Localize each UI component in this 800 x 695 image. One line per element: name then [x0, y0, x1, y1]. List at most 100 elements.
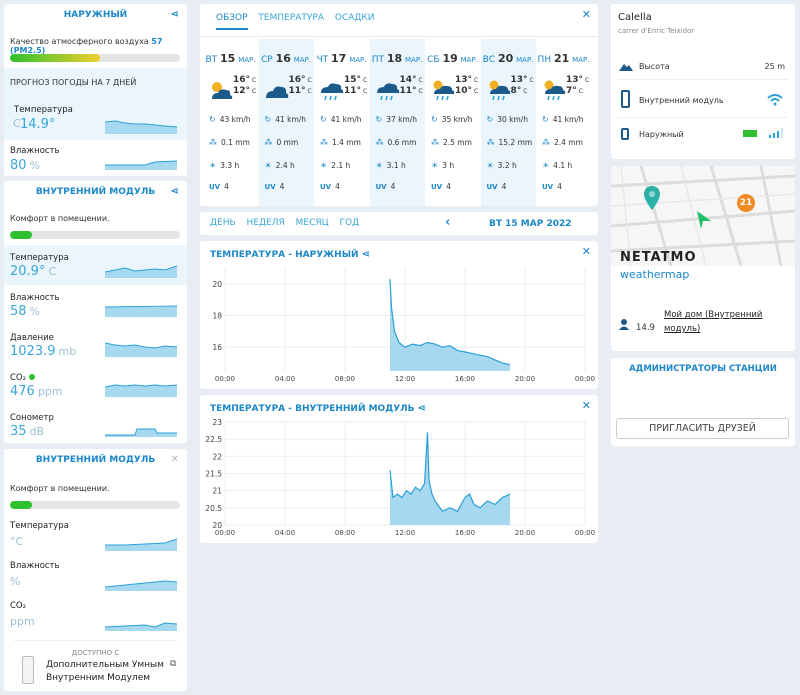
my-home-link[interactable]: Мой дом (Внутренний модуль)	[664, 310, 763, 334]
forecast-day[interactable]: ВС 20 МАР. 13° C 8° C ↻ 30 km/h ⁂ 15.2 mm ☀ 3.2 …	[480, 39, 536, 206]
close-icon[interactable]: ✕	[581, 399, 591, 412]
uv-index: UV 4	[375, 182, 396, 191]
indoor-temp-sparkline	[105, 265, 177, 278]
comfort-label-2: Комфорт в помещении.	[10, 484, 110, 493]
tab-temperature[interactable]: ТЕМПЕРАТУРА	[258, 13, 324, 23]
outdoor-hum-label: Влажность	[10, 146, 60, 156]
forecast-day[interactable]: ПН 21 МАР. 13° C 7° C ↻ 41 km/h ⁂ 2.4 mm ☀ 4.1 h…	[536, 39, 591, 206]
temp-range: 13° C 8° C	[510, 75, 534, 96]
share-icon[interactable]: ⋖	[417, 403, 427, 414]
weather-rain-icon	[376, 83, 399, 101]
indoor-co2-label: CO₂	[10, 373, 27, 383]
divider	[618, 117, 788, 118]
rain-icon: ⁂	[431, 138, 439, 147]
wind-icon: ↻	[264, 115, 272, 124]
indoor-noise-row[interactable]: Сонометр 35 dB	[4, 405, 187, 443]
indoor-pressure-unit: mb	[58, 345, 77, 358]
outdoor-temp-row[interactable]: Температура 14.9° C	[4, 104, 187, 140]
x-tick-label: 08:00	[335, 529, 355, 537]
indoor2-hum-sparkline	[105, 580, 177, 591]
period-day[interactable]: ДЕНЬ	[210, 218, 236, 228]
x-tick-label: 20:00	[515, 375, 535, 383]
outdoor-temp-chart: 00:00 04:00 08:00 12:00 16:00 20:00 00:00 16 18 2…	[212, 268, 595, 383]
admins-title: АДМИНИСТРАТОРЫ СТАНЦИИ	[629, 364, 777, 374]
forecast-day[interactable]: СР 16 МАР. 16° C 11° C ↻ 41 km/h ⁂ 0 mm ☀ 2.4 h U…	[258, 39, 314, 206]
indoor2-co2-sparkline	[105, 622, 177, 631]
air-quality-unit: (PM2.5)	[10, 46, 46, 55]
outdoor-title: НАРУЖНЫЙ ⋖	[63, 9, 179, 20]
indoor-co2-row[interactable]: CO₂ 476 ppm	[4, 365, 187, 405]
temperature-marker[interactable]: 21	[737, 194, 755, 212]
indoor-hum-sparkline	[105, 305, 177, 317]
invite-friends-button[interactable]: ПРИГЛАСИТЬ ДРУЗЕЙ	[616, 418, 789, 439]
co2-status-dot	[29, 374, 35, 380]
series-area	[390, 432, 510, 525]
period-month[interactable]: МЕСЯЦ	[295, 218, 329, 228]
share-icon[interactable]: ⋖	[361, 249, 371, 260]
period-year[interactable]: ГОД	[339, 218, 360, 228]
indoor-noise-label: Сонометр	[10, 413, 54, 423]
period-week[interactable]: НЕДЕЛЯ	[246, 218, 285, 228]
indoor2-temp-row[interactable]: Температура °C	[4, 517, 187, 557]
air-quality-bar	[10, 54, 180, 62]
air-quality-label: Качество атмосферного воздуха	[10, 37, 149, 46]
y-tick-label: 21	[212, 487, 222, 496]
outdoor-temp-label: Температура	[14, 105, 73, 115]
prev-arrow-icon[interactable]: ‹	[445, 215, 451, 230]
indoor2-hum-row[interactable]: Влажность %	[4, 557, 187, 597]
indoor-title: ВНУТРЕННИЙ МОДУЛЬ ⋖	[35, 186, 179, 197]
y-tick-label: 20.5	[205, 504, 222, 513]
netatmo-logo: NETATMO	[620, 250, 697, 265]
outdoor-temp-unit: C	[13, 117, 21, 130]
wind: ↻ 35 km/h	[431, 115, 473, 124]
day-label: СР 16 МАР.	[260, 52, 312, 65]
external-link-icon[interactable]: ⧉	[170, 659, 177, 669]
rain: ⁂ 2.5 mm	[431, 138, 472, 147]
indoor-temp-label: Температура	[10, 253, 69, 263]
location-arrow-icon	[697, 211, 711, 229]
indoor-module-card: ВНУТРЕННИЙ МОДУЛЬ ⋖ Комфорт в помещении. …	[4, 181, 187, 443]
outdoor-temp-chart-card: ТЕМПЕРАТУРА - НАРУЖНЫЙ ⋖ ✕ 00:00 04:00 08:…	[200, 241, 598, 389]
wind: ↻ 41 km/h	[264, 115, 307, 124]
indoor2-title: ВНУТРЕННИЙ МОДУЛЬ ✕	[35, 454, 179, 465]
share-icon[interactable]: ⋖	[170, 9, 179, 20]
close-icon[interactable]: ✕	[581, 245, 591, 258]
forecast-day[interactable]: ПТ 18 МАР. 14° C 11° C ↻ 37 km/h ⁂ 0.6 mm ☀ 3.1 …	[369, 39, 425, 206]
indoor-co2-value: 476	[10, 384, 35, 399]
outdoor-module-label: Наружный	[639, 130, 684, 139]
uv-index: UV 4	[320, 182, 340, 191]
tab-overview[interactable]: ОБЗОР	[216, 13, 248, 30]
close-icon[interactable]: ✕	[581, 8, 591, 21]
station-address: carrer d'Enric Teixidor	[618, 27, 695, 35]
indoor2-temp-unit: °C	[10, 535, 24, 548]
outdoor-hum-row[interactable]: Влажность 80%	[4, 140, 187, 176]
share-icon[interactable]: ⋖	[170, 186, 179, 197]
forecast-label: ПРОГНОЗ ПОГОДЫ НА 7 ДНЕЙ	[10, 78, 137, 87]
indoor-hum-row[interactable]: Влажность 58%	[4, 285, 187, 325]
module-image	[22, 656, 34, 684]
close-icon[interactable]: ✕	[170, 454, 179, 465]
air-quality-value: 57	[151, 37, 163, 46]
wind-icon: ↻	[320, 115, 327, 124]
rain: ⁂ 0 mm	[264, 138, 299, 147]
indoor-pressure-row[interactable]: Давление 1023.9 mb	[4, 325, 187, 365]
indoor-temp-row[interactable]: Температура 20.9° C	[4, 245, 187, 285]
user-icon	[619, 319, 629, 330]
forecast-day[interactable]: ЧТ 17 МАР. 15° C 11° C ↻ 41 km/h ⁂ 1.4 mm ☀ 2.1 …	[314, 39, 369, 206]
y-tick-label: 16	[212, 343, 222, 352]
sunshine: ☀ 2.1 h	[320, 161, 351, 170]
station-marker-icon[interactable]	[644, 186, 660, 210]
indoor2-co2-row[interactable]: CO₂ ppm	[4, 597, 187, 637]
forecast-day[interactable]: СБ 19 МАР. 13° C 10° C ↻ 35 km/h ⁂ 2.5 mm ☀ 3 h U…	[425, 39, 480, 206]
weather-cloud-icon	[265, 86, 288, 98]
period-date: ВТ 15 МАР 2022	[489, 219, 572, 229]
x-tick-label: 20:00	[515, 529, 535, 537]
weathermap-label[interactable]: weathermap	[620, 268, 690, 281]
additional-module-link[interactable]: Дополнительным Умным Внутренним Модулем	[46, 660, 164, 683]
uv-index: UV 4	[431, 182, 451, 191]
indoor-hum-unit: %	[29, 305, 40, 318]
tab-precipitation[interactable]: ОСАДКИ	[334, 13, 375, 23]
temp-range: 13° C 10° C	[455, 75, 479, 96]
battery-icon	[743, 130, 757, 137]
forecast-day[interactable]: ВТ 15 МАР. 16° C 12° C ↻ 43 km/h ⁂ 0.1 mm ☀ 3.3 …	[203, 39, 258, 206]
